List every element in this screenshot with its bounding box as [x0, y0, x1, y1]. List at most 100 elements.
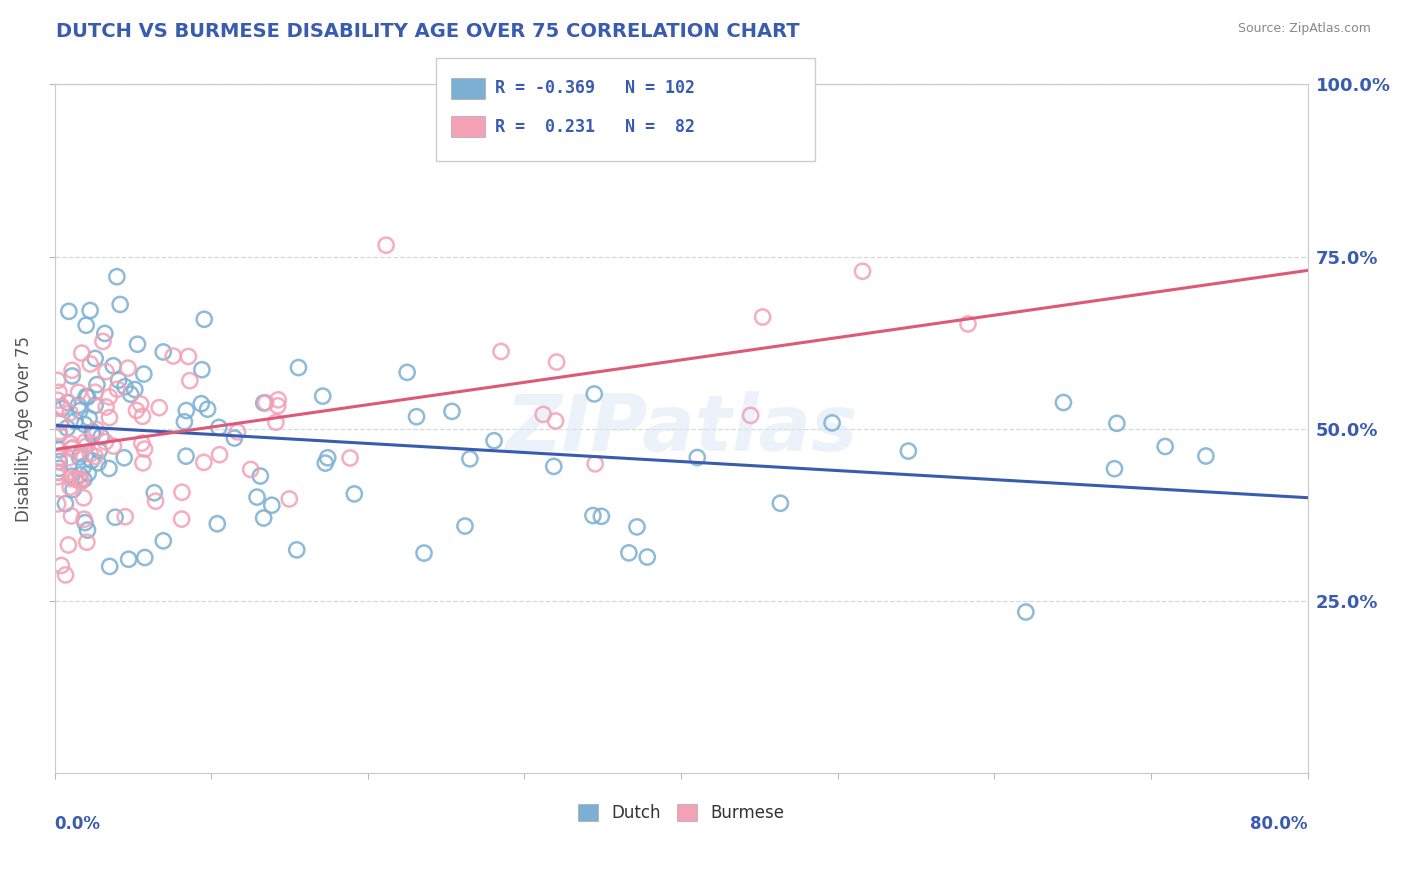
Point: [396, 365, 419, 379]
Point: [132, 456, 155, 470]
Point: [65, 472, 87, 486]
Point: [458, 451, 481, 466]
Point: [636, 549, 658, 564]
Point: [1015, 605, 1038, 619]
Point: [454, 519, 477, 533]
Point: [170, 512, 193, 526]
Point: [104, 510, 127, 524]
Point: [173, 415, 195, 429]
Point: [84, 351, 107, 366]
Point: [125, 403, 148, 417]
Point: [264, 415, 287, 429]
Point: [740, 409, 762, 423]
Point: [897, 444, 920, 458]
Point: [89, 443, 111, 458]
Text: 0.0%: 0.0%: [55, 814, 100, 832]
Point: [90, 430, 112, 444]
Point: [208, 448, 231, 462]
Point: [76, 535, 98, 549]
Point: [162, 349, 184, 363]
Point: [69, 467, 91, 482]
Point: [131, 409, 153, 424]
Point: [69, 472, 91, 486]
Point: [489, 344, 512, 359]
Point: [75, 439, 97, 453]
Point: [46, 374, 69, 388]
Y-axis label: Disability Age Over 75: Disability Age Over 75: [15, 335, 32, 522]
Point: [117, 552, 139, 566]
Point: [278, 491, 301, 506]
Point: [60, 363, 83, 377]
Point: [285, 542, 308, 557]
Point: [145, 494, 167, 508]
Point: [58, 304, 80, 318]
Point: [76, 523, 98, 537]
Point: [58, 450, 80, 465]
Text: DUTCH VS BURMESE DISABILITY AGE OVER 75 CORRELATION CHART: DUTCH VS BURMESE DISABILITY AGE OVER 75 …: [56, 22, 800, 41]
Point: [46, 497, 69, 511]
Point: [58, 538, 80, 552]
Point: [63, 472, 86, 486]
Point: [59, 436, 82, 450]
Point: [546, 355, 568, 369]
Point: [226, 425, 249, 439]
Point: [174, 449, 197, 463]
Point: [55, 497, 77, 511]
Point: [405, 409, 427, 424]
Point: [207, 516, 229, 531]
Point: [56, 421, 79, 435]
Point: [254, 395, 277, 409]
Point: [686, 450, 709, 465]
Point: [583, 457, 606, 471]
Point: [105, 382, 128, 396]
Text: R =  0.231   N =  82: R = 0.231 N = 82: [495, 118, 695, 136]
Point: [314, 456, 336, 470]
Point: [51, 400, 73, 414]
Point: [69, 450, 91, 464]
Point: [134, 442, 156, 456]
Point: [543, 459, 565, 474]
Point: [148, 401, 170, 415]
Point: [98, 390, 121, 404]
Point: [107, 373, 129, 387]
Point: [87, 456, 110, 470]
Point: [190, 397, 212, 411]
Point: [129, 397, 152, 411]
Point: [62, 441, 84, 455]
Text: 80.0%: 80.0%: [1250, 814, 1308, 832]
Point: [591, 509, 613, 524]
Point: [59, 472, 82, 486]
Point: [59, 406, 82, 420]
Point: [224, 431, 246, 445]
Point: [114, 380, 136, 394]
Point: [73, 512, 96, 526]
Point: [108, 297, 131, 311]
Point: [1154, 440, 1177, 454]
Point: [260, 498, 283, 512]
Point: [60, 369, 83, 384]
Point: [531, 408, 554, 422]
Point: [75, 318, 97, 333]
Point: [193, 455, 215, 469]
Point: [82, 425, 104, 439]
Point: [124, 383, 146, 397]
Point: [482, 434, 505, 448]
Point: [76, 390, 98, 404]
Point: [91, 334, 114, 349]
Point: [105, 269, 128, 284]
Point: [179, 374, 201, 388]
Point: [67, 385, 90, 400]
Point: [49, 416, 72, 430]
Point: [193, 312, 215, 326]
Point: [131, 436, 153, 450]
Point: [176, 403, 198, 417]
Point: [751, 310, 773, 324]
Point: [582, 508, 605, 523]
Text: Source: ZipAtlas.com: Source: ZipAtlas.com: [1237, 22, 1371, 36]
Point: [413, 546, 436, 560]
Point: [249, 469, 271, 483]
Point: [84, 399, 107, 413]
Point: [253, 396, 276, 410]
Point: [851, 264, 873, 278]
Point: [132, 367, 155, 381]
